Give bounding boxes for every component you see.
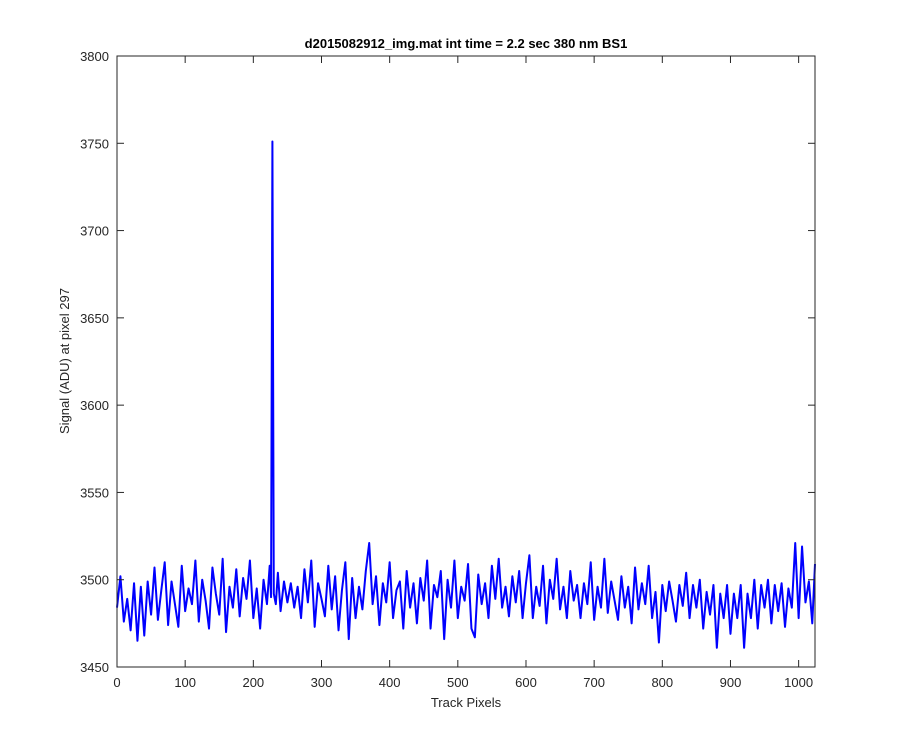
axes-background: [117, 56, 815, 667]
x-tick-label: 400: [379, 675, 401, 690]
y-tick-label: 3600: [80, 398, 109, 413]
y-tick-label: 3700: [80, 224, 109, 239]
y-tick-label: 3750: [80, 136, 109, 151]
axes-box: [116, 55, 816, 668]
x-tick-label: 100: [174, 675, 196, 690]
x-tick-label: 0: [113, 675, 120, 690]
x-axis-label: Track Pixels: [431, 695, 502, 710]
y-tick-label: 3800: [80, 49, 109, 64]
x-tick-label: 200: [242, 675, 264, 690]
y-tick-label: 3450: [80, 660, 109, 675]
x-tick-label: 300: [311, 675, 333, 690]
x-tick-label: 800: [651, 675, 673, 690]
y-tick-label: 3650: [80, 311, 109, 326]
x-tick-label: 600: [515, 675, 537, 690]
plot-area: [116, 56, 816, 667]
x-tick-label: 500: [447, 675, 469, 690]
series-line-0: [116, 140, 816, 649]
x-tick-label: 1000: [784, 675, 813, 690]
y-tick-label: 3550: [80, 485, 109, 500]
x-tick-label: 700: [583, 675, 605, 690]
ticks-layer: 0 100 200 300 400 500 600 700 800 900 1000 3450 3500…: [80, 49, 816, 690]
y-axis-label: Signal (ADU) at pixel 297: [57, 288, 72, 434]
y-tick-label: 3500: [80, 573, 109, 588]
chart-title: d2015082912_img.mat int time = 2.2 sec 3…: [305, 36, 628, 51]
x-tick-label: 900: [720, 675, 742, 690]
